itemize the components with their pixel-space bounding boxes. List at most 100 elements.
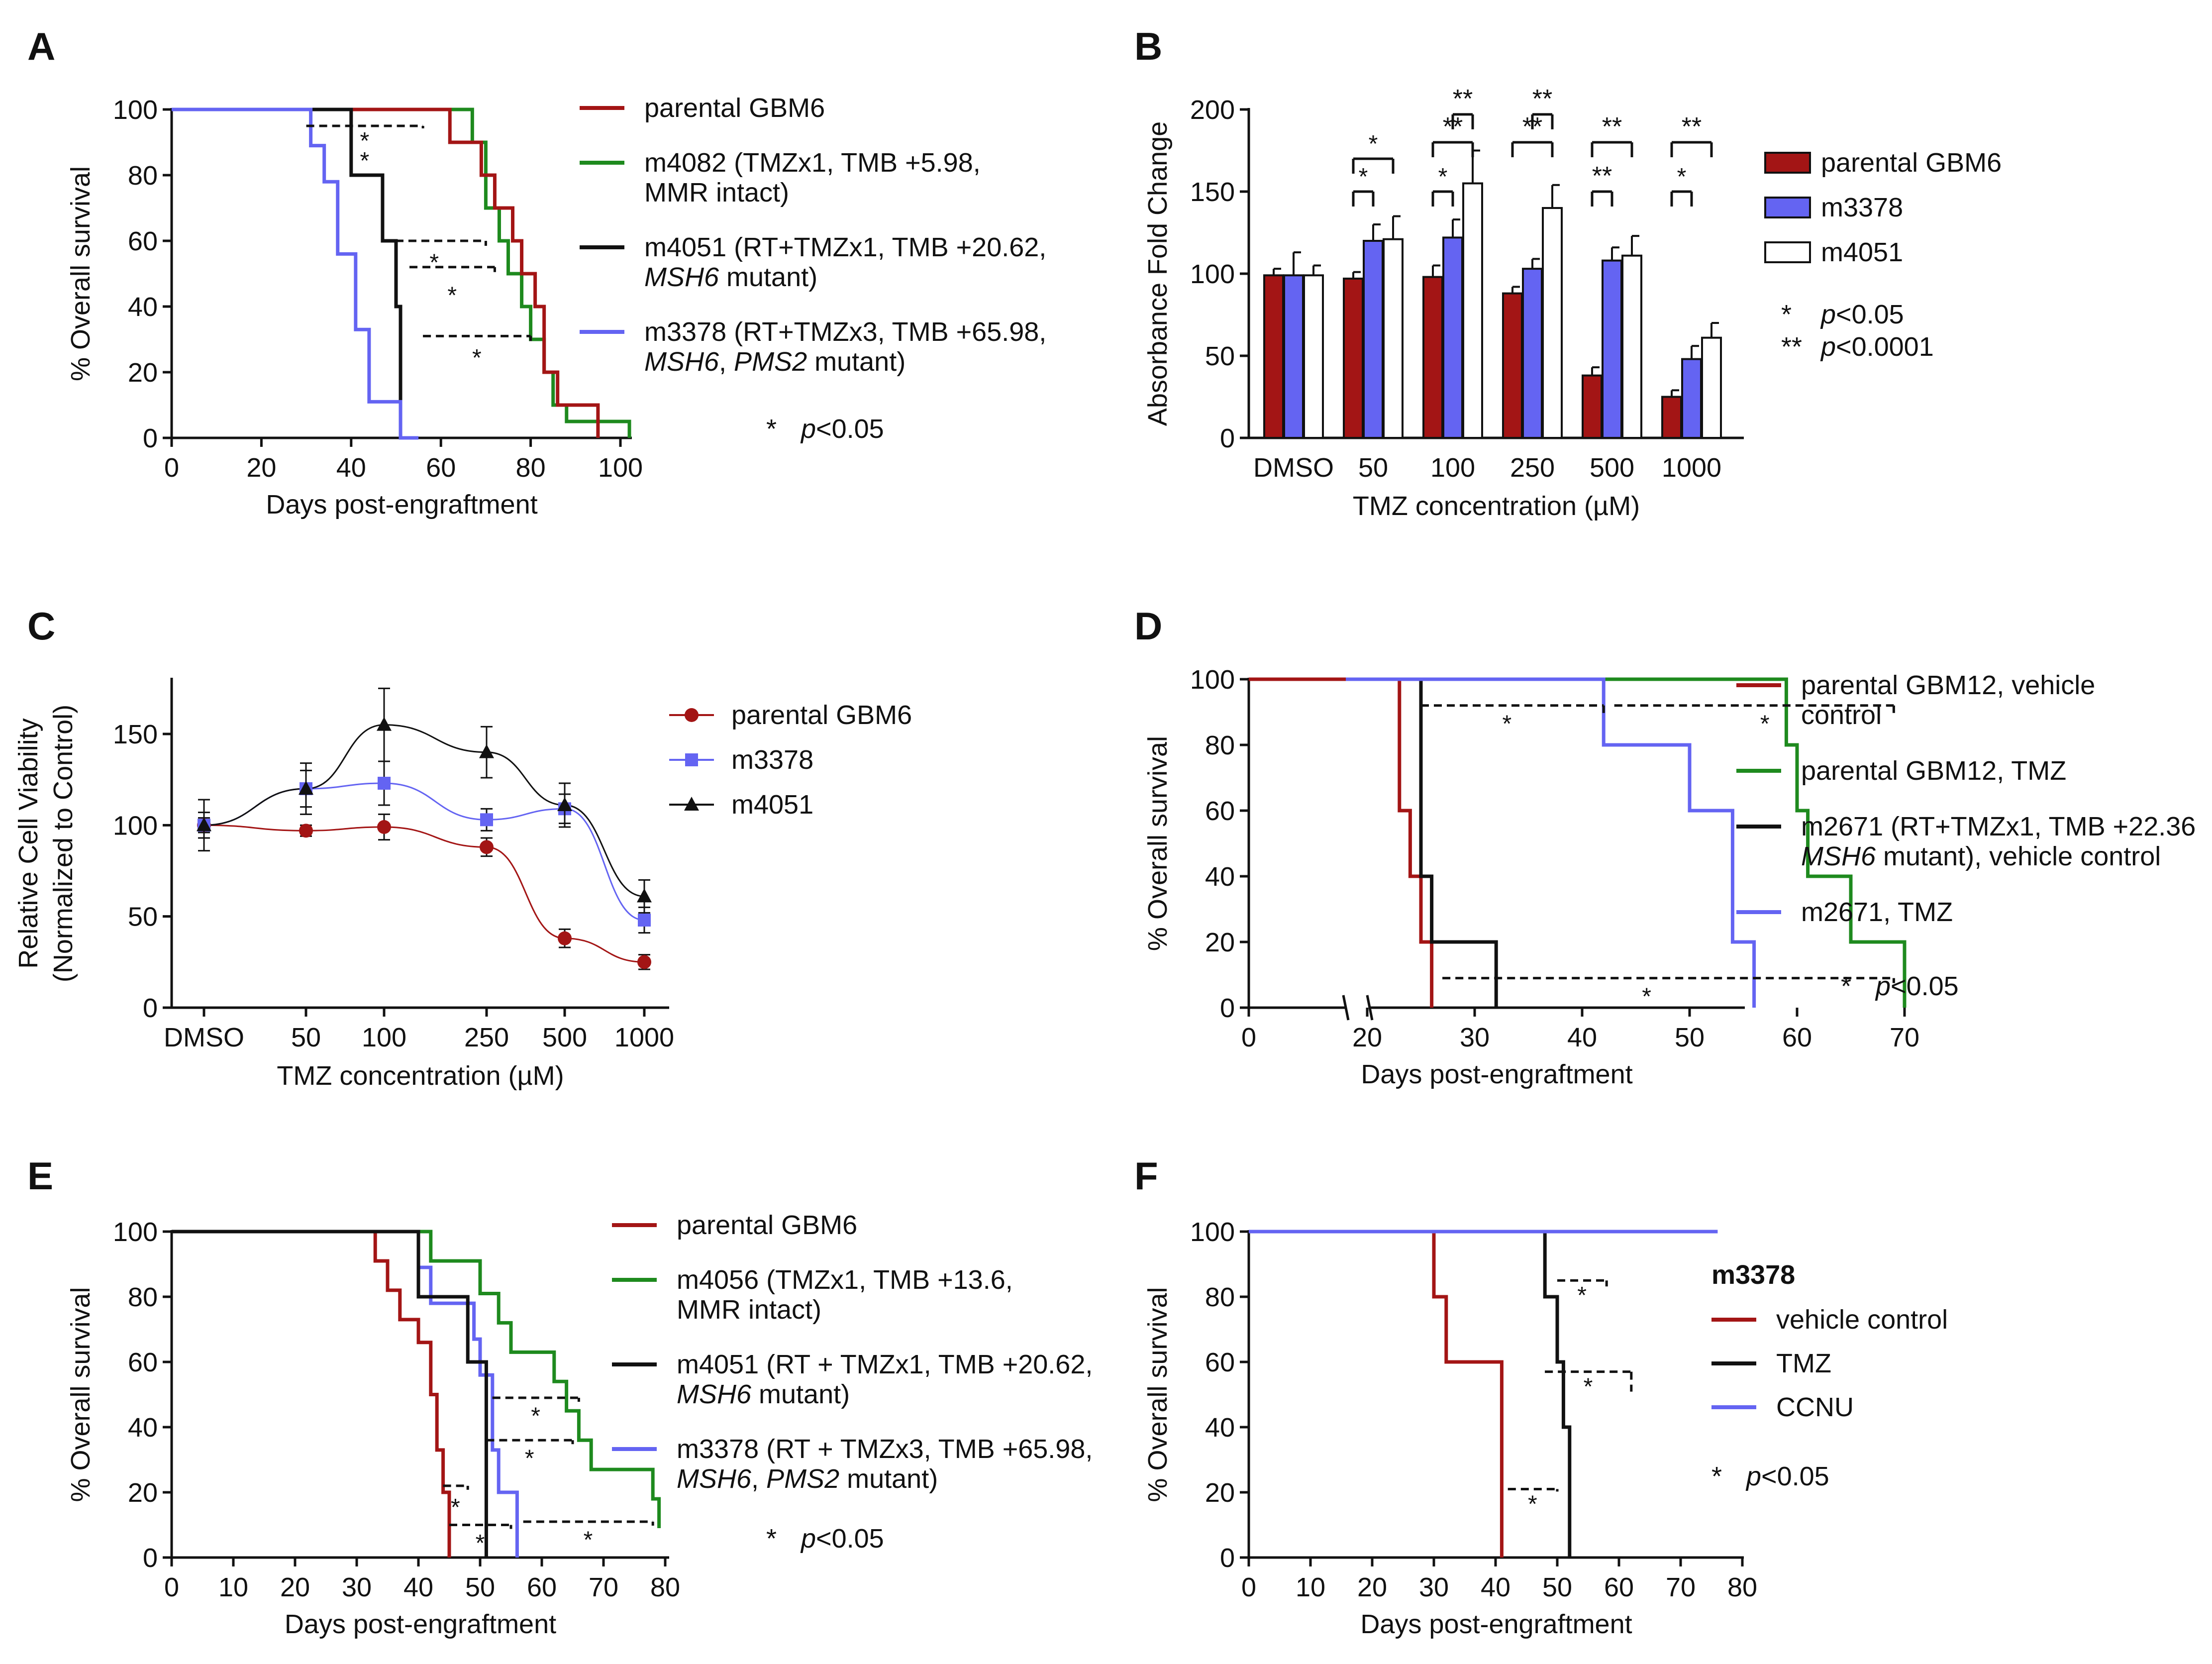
x-tick-label: 60 xyxy=(426,453,456,483)
significance-bracket: * xyxy=(306,124,424,154)
x-tick-label: 50 xyxy=(1358,453,1388,483)
bar xyxy=(1621,254,1642,439)
legend-marker xyxy=(684,797,699,811)
y-tick-label: 100 xyxy=(1190,665,1235,695)
x-tick-label: DMSO xyxy=(164,1023,244,1052)
legend-marker xyxy=(685,708,699,722)
legend-label: m3378 xyxy=(1821,193,1903,222)
y-tick-label: 150 xyxy=(113,720,158,749)
legend-label: TMZ xyxy=(1776,1349,1831,1378)
x-tick-label: 250 xyxy=(464,1023,509,1052)
significance-bracket: * xyxy=(382,239,487,276)
significance-star: ** xyxy=(1592,162,1612,191)
legend-label: parental GBM6 xyxy=(677,1210,857,1240)
significance-bracket: * xyxy=(523,1520,654,1553)
legend-entry: m4051 (RT + TMZx1, TMB +20.62,MSH6 mutan… xyxy=(612,1350,1093,1409)
legend-label: parental GBM12, vehicle xyxy=(1801,670,2095,700)
y-tick-label: 0 xyxy=(1220,1543,1235,1573)
significance-star: * xyxy=(472,345,482,371)
significance-star: * xyxy=(531,1403,540,1429)
significance-star: ** xyxy=(1602,112,1622,141)
y-tick-label: 200 xyxy=(1190,95,1235,125)
legend-label: MSH6 mutant) xyxy=(677,1379,850,1409)
survival-curve xyxy=(1249,1230,1504,1558)
panel-letter: C xyxy=(27,604,55,648)
significance-star: * xyxy=(584,1527,593,1553)
significance-bracket: ** xyxy=(1591,162,1613,207)
x-tick-label: 100 xyxy=(598,453,643,483)
data-point xyxy=(378,777,391,790)
significance-star: * xyxy=(451,1494,460,1521)
x-tick-label: 30 xyxy=(1460,1023,1490,1052)
panel-C: 0 50 100 150 DMSO 50 100 250 500 1000 Relative Cel… xyxy=(13,678,912,1091)
significance-star: * xyxy=(360,148,370,174)
y-axis-title: % Overall survival xyxy=(66,166,96,381)
legend-note-star: * xyxy=(1711,1461,1722,1491)
significance-star: * xyxy=(1502,711,1511,737)
legend-label: m4082 (TMZx1, TMB +5.98, xyxy=(644,148,981,178)
y-tick-label: 80 xyxy=(128,1282,158,1312)
data-point xyxy=(299,781,313,795)
legend-entry: m3378 (RT + TMZx3, TMB +65.98,MSH6, PMS2… xyxy=(612,1434,1093,1494)
survival-curve xyxy=(172,1230,661,1529)
x-tick-label: 40 xyxy=(1481,1572,1510,1602)
significance-bracket: ** xyxy=(1451,85,1474,129)
significance-star: * xyxy=(1438,164,1448,190)
legend-label: m4056 (TMZx1, TMB +13.6, xyxy=(677,1265,1013,1295)
panel-letter: A xyxy=(27,24,55,68)
data-point xyxy=(377,717,392,731)
survival-curve xyxy=(172,1230,519,1558)
legend-entry: parental GBM6 xyxy=(580,93,825,123)
y-tick-label: 20 xyxy=(128,358,158,388)
x-tick-label: 30 xyxy=(1419,1572,1449,1602)
legend-label: m4051 xyxy=(731,790,813,820)
legend-entry: m2671, TMZ xyxy=(1736,897,1953,927)
x-tick-label: 100 xyxy=(1430,453,1475,483)
y-tick-label: 0 xyxy=(143,993,158,1023)
data-point xyxy=(299,824,313,838)
x-tick-label: 10 xyxy=(218,1572,248,1602)
y-tick-label: 60 xyxy=(1205,1348,1235,1377)
legend-note: p<0.05 xyxy=(800,414,884,444)
survival-curve xyxy=(1249,677,1756,1008)
legend-entry: m4051 (RT+TMZx1, TMB +20.62,MSH6 mutant) xyxy=(580,232,1046,292)
legend-label: m4051 (RT+TMZx1, TMB +20.62, xyxy=(644,232,1046,262)
legend-label: m4051 xyxy=(1821,237,1903,267)
y-tick-label: 40 xyxy=(1205,1413,1235,1443)
significance-bracket: * xyxy=(1442,977,1895,1010)
panel-letter: B xyxy=(1134,24,1162,68)
bar xyxy=(1542,207,1563,439)
significance-bracket: ** xyxy=(1431,112,1474,157)
significance-star: ** xyxy=(1453,85,1473,113)
significance-bracket: * xyxy=(1352,131,1395,174)
legend-note-star: * xyxy=(1781,300,1792,329)
fit-curve xyxy=(203,724,645,897)
y-tick-label: 20 xyxy=(128,1478,158,1508)
y-tick-label: 40 xyxy=(128,1413,158,1443)
legend-entry: parental GBM6 xyxy=(612,1210,857,1240)
significance-star: * xyxy=(1577,1282,1587,1309)
x-tick-label: 0 xyxy=(1241,1572,1256,1602)
legend-entry: m3378 xyxy=(1764,193,1903,222)
legend-label: parental GBM6 xyxy=(644,93,825,123)
survival-curve xyxy=(1249,677,1434,1008)
legend-label: parental GBM12, TMZ xyxy=(1801,756,2066,786)
x-axis-title: TMZ concentration (µM) xyxy=(1353,491,1640,521)
bar xyxy=(1602,259,1622,439)
x-tick-label: 70 xyxy=(1666,1572,1696,1602)
significance-star: * xyxy=(1642,983,1651,1010)
legend-title: m3378 xyxy=(1711,1260,1795,1290)
data-point xyxy=(637,888,652,903)
survival-curve xyxy=(1249,677,1907,1008)
panel-A: 0 20 40 60 80 100 0 20 40 60 80 100 % Overall surviv… xyxy=(66,93,1046,520)
y-tick-label: 100 xyxy=(113,95,158,125)
panel-E: 0 20 40 60 80 100 0 10 20 30 40 50 60 70 80 % Overall s… xyxy=(66,1210,1093,1639)
y-tick-label: 40 xyxy=(1205,862,1235,892)
significance-star: * xyxy=(360,128,370,154)
data-point xyxy=(558,931,572,945)
y-axis-title: Relative Cell Viability xyxy=(13,718,43,968)
significance-star: * xyxy=(1677,164,1687,190)
x-axis-title: TMZ concentration (µM) xyxy=(277,1061,564,1091)
x-axis-title: Days post-engraftment xyxy=(1361,1059,1632,1089)
x-tick-label: 80 xyxy=(650,1572,680,1602)
